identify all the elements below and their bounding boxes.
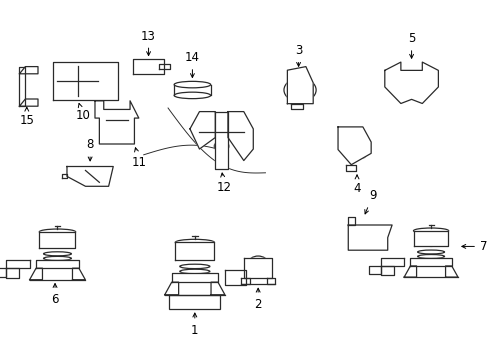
Polygon shape [175,243,214,260]
Polygon shape [164,282,178,295]
Circle shape [248,256,267,271]
Polygon shape [6,260,30,268]
Ellipse shape [120,125,128,134]
Circle shape [360,231,370,239]
Polygon shape [291,104,303,109]
Polygon shape [409,258,451,266]
Text: 5: 5 [407,32,414,58]
Polygon shape [62,175,67,178]
Polygon shape [0,268,6,277]
Polygon shape [133,59,163,74]
Polygon shape [67,166,113,186]
Circle shape [253,260,263,267]
Circle shape [284,78,315,102]
Ellipse shape [43,261,71,265]
Text: 15: 15 [20,107,34,127]
Polygon shape [227,112,253,161]
Text: 4: 4 [352,175,360,195]
Polygon shape [381,258,404,266]
Circle shape [231,118,244,128]
Polygon shape [95,101,139,144]
Ellipse shape [397,79,424,91]
Polygon shape [266,278,275,284]
Circle shape [199,118,212,128]
Circle shape [350,134,362,143]
Ellipse shape [39,229,76,235]
Circle shape [66,73,89,89]
Polygon shape [20,67,25,106]
Circle shape [230,273,242,282]
Circle shape [357,152,365,158]
Polygon shape [337,127,370,165]
Circle shape [20,78,24,82]
Polygon shape [53,62,118,100]
Text: 8: 8 [86,138,94,161]
Polygon shape [287,67,312,104]
Polygon shape [346,165,356,171]
Text: 2: 2 [254,288,262,311]
Circle shape [138,62,144,67]
Polygon shape [30,268,42,280]
Polygon shape [347,225,391,250]
Polygon shape [6,268,19,278]
Ellipse shape [175,239,214,246]
Polygon shape [20,99,38,106]
Ellipse shape [413,228,448,234]
Polygon shape [384,62,437,104]
Bar [169,295,220,309]
Ellipse shape [43,252,71,256]
Polygon shape [381,266,393,275]
Circle shape [419,75,429,82]
Circle shape [58,66,98,96]
Text: 1: 1 [191,313,198,337]
Text: 7: 7 [461,240,487,253]
Polygon shape [159,64,170,69]
Circle shape [184,245,204,260]
Circle shape [20,91,24,95]
Polygon shape [20,67,38,74]
Polygon shape [445,266,457,277]
Polygon shape [171,273,218,282]
Circle shape [374,237,383,243]
Text: 9: 9 [364,189,376,214]
Text: 13: 13 [141,30,156,55]
Polygon shape [224,270,245,285]
Circle shape [390,74,404,84]
Circle shape [151,62,158,67]
Ellipse shape [43,256,71,260]
Ellipse shape [106,113,117,123]
Polygon shape [215,112,227,169]
Text: 11: 11 [132,148,146,168]
Polygon shape [347,217,354,225]
Polygon shape [404,266,416,277]
Polygon shape [413,231,447,247]
Ellipse shape [174,92,210,99]
Text: 10: 10 [75,103,90,122]
Ellipse shape [417,255,444,258]
Ellipse shape [174,81,210,88]
Ellipse shape [180,269,209,274]
Ellipse shape [180,274,209,279]
Ellipse shape [417,250,444,254]
Polygon shape [72,268,85,280]
Polygon shape [241,278,249,284]
Polygon shape [244,258,272,278]
Circle shape [421,233,439,247]
Text: 12: 12 [216,173,231,194]
Polygon shape [189,112,215,149]
Ellipse shape [417,259,444,263]
Text: 6: 6 [51,284,59,306]
Circle shape [292,84,307,96]
Ellipse shape [180,264,209,269]
Circle shape [214,141,228,152]
Circle shape [48,234,67,248]
Polygon shape [211,282,224,295]
Polygon shape [40,232,75,248]
Text: 3: 3 [294,44,302,66]
Circle shape [344,144,354,151]
Polygon shape [368,266,381,274]
Text: 14: 14 [184,51,200,77]
Polygon shape [36,260,79,268]
